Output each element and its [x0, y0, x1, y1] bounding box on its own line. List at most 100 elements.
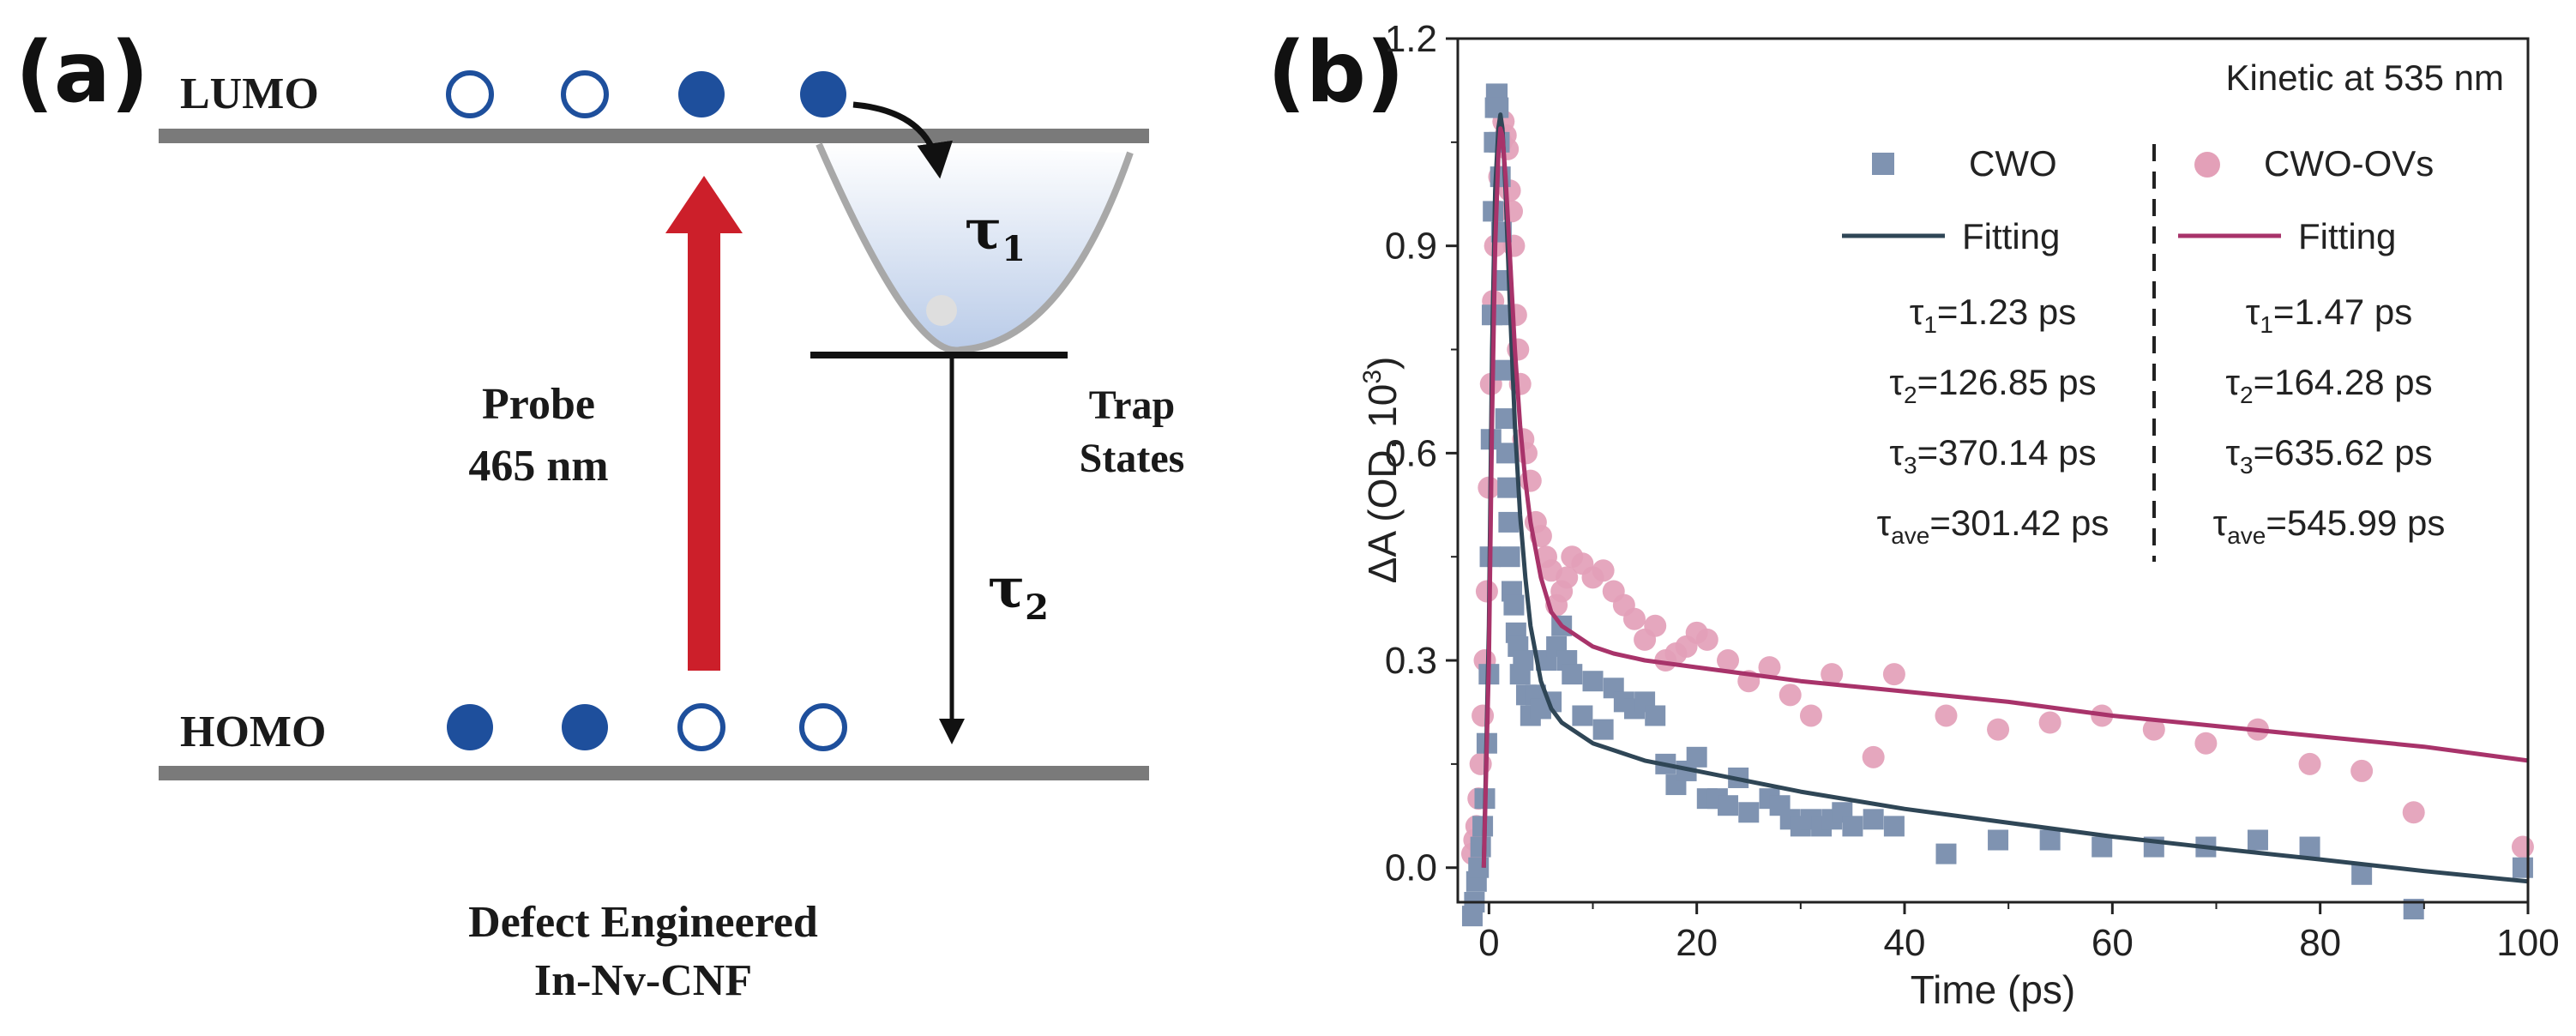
point-cwo [1718, 795, 1739, 816]
energy-diagram: (a) LUMO HOMO τ1 τ2 Trap States Probe [15, 24, 1184, 1005]
trap-level-line [810, 352, 1068, 358]
params-ov: τ1=1.47 ps τ2=164.28 ps τ3=635.62 ps τav… [2213, 292, 2446, 549]
point-cwo [1572, 705, 1593, 726]
point-cwo [1470, 836, 1491, 858]
x-axis-title: Time (ps) [1911, 967, 2076, 1012]
caption-line1: Defect Engineered [468, 898, 818, 947]
lumo-electron-2 [800, 71, 846, 117]
probe-arrow-head [665, 176, 743, 233]
point-cwo-ovs [1556, 566, 1579, 589]
plot-data [1460, 83, 2534, 927]
point-cwo [2039, 829, 2061, 851]
y-tick-label: 0.9 [1385, 226, 1437, 268]
point-cwo [1988, 829, 2009, 851]
lumo-band [159, 129, 1149, 143]
homo-label: HOMO [180, 708, 326, 756]
y-tick-label: 1.2 [1385, 18, 1437, 60]
point-cwo [1496, 443, 1517, 464]
point-cwo [1863, 809, 1884, 830]
homo-electron-1 [447, 704, 493, 750]
point-cwo-ovs [1592, 559, 1615, 582]
lumo-electron-1 [678, 71, 725, 117]
point-cwo [1499, 546, 1520, 568]
x-tick-label: 60 [2091, 922, 2134, 964]
point-cwo [1582, 671, 1604, 692]
legend-ov-fit-label: Fitting [2298, 216, 2396, 256]
point-cwo [2247, 829, 2268, 851]
point-cwo-ovs [1987, 718, 2010, 741]
probe-label-line2: 465 nm [468, 442, 608, 491]
trap-label-line2: States [1080, 436, 1185, 481]
point-cwo-ovs [1475, 580, 1498, 603]
point-cwo [1645, 705, 1666, 726]
panel-a-label: (a) [15, 24, 149, 122]
point-cwo-ovs [2142, 718, 2165, 741]
point-cwo-ovs [1644, 614, 1667, 637]
point-cwo [2351, 864, 2373, 885]
caption-line2: In-Nv-CNF [534, 956, 752, 1005]
legend-ov-marker [2194, 152, 2220, 178]
point-cwo-ovs [2298, 752, 2321, 775]
point-cwo-ovs [1862, 745, 1885, 768]
point-cwo [1497, 477, 1519, 498]
homo-hole-1 [677, 703, 725, 751]
point-cwo-ovs [2402, 801, 2425, 824]
plot-frame [1456, 37, 2530, 904]
x-tick-label: 20 [1676, 922, 1718, 964]
point-cwo [1592, 719, 1614, 740]
point-cwo-ovs [1758, 656, 1781, 679]
param-ov-tau2: τ2=164.28 ps [2225, 362, 2432, 408]
point-cwo-ovs [1472, 704, 1495, 727]
params-cwo: τ1=1.23 ps τ2=126.85 ps τ3=370.14 ps τav… [1877, 292, 2110, 549]
point-cwo [1513, 650, 1534, 672]
probe-arrow-shaft [688, 232, 720, 671]
lumo-hole-2 [561, 70, 609, 118]
point-cwo [1935, 843, 1957, 864]
homo-band [159, 766, 1149, 780]
kinetic-annotation: Kinetic at 535 nm [2225, 57, 2504, 98]
point-cwo-ovs [1882, 663, 1905, 686]
trapped-electron [926, 295, 957, 326]
point-cwo-ovs [1622, 607, 1646, 630]
probe-label-line1: Probe [482, 380, 595, 429]
point-cwo [1498, 511, 1520, 533]
point-cwo [2512, 857, 2533, 878]
y-axis-title: ΔA (OD, 103) [1358, 357, 1405, 584]
point-cwo-ovs [2511, 835, 2534, 858]
legend-ov-label: CWO-OVs [2264, 143, 2434, 184]
homo-hole-2 [799, 703, 847, 751]
x-tick-label: 40 [1884, 922, 1926, 964]
param-cwo-tau-ave: τave=301.42 ps [1877, 503, 2110, 549]
point-cwo [1738, 802, 1760, 823]
fit-line-cwo-ovs [1481, 126, 2529, 868]
tau1-label: τ1 [965, 198, 1026, 269]
lumo-hole-1 [446, 70, 494, 118]
y-tick-label: 0.0 [1385, 847, 1437, 889]
x-tick-label: 100 [2496, 922, 2559, 964]
point-cwo-ovs [2194, 732, 2218, 755]
point-cwo [1503, 594, 1525, 616]
point-cwo [1842, 816, 1863, 837]
legend-cwo-marker [1872, 153, 1894, 175]
point-cwo-ovs [1779, 684, 1802, 707]
kinetics-chart: (b) 0 20 40 60 80 100 0.0 0.3 0.6 0.9 1.2 Time (ps… [1267, 18, 2560, 1012]
point-cwo [2299, 836, 2320, 858]
legend-cwo-fit-label: Fitting [1962, 216, 2060, 256]
point-cwo-ovs [1935, 704, 1958, 727]
point-cwo [1686, 746, 1707, 768]
point-cwo-ovs [1695, 628, 1718, 651]
point-cwo [1562, 664, 1583, 685]
x-tick-label: 80 [2299, 922, 2341, 964]
homo-electron-2 [562, 704, 608, 750]
param-cwo-tau1: τ1=1.23 ps [1910, 292, 2076, 338]
point-cwo [1883, 816, 1905, 837]
param-ov-tau1: τ1=1.47 ps [2246, 292, 2412, 338]
point-cwo-ovs [1717, 649, 1740, 672]
point-cwo-ovs [2350, 759, 2374, 782]
param-cwo-tau2: τ2=126.85 ps [1889, 362, 2096, 408]
tau2-label: τ2 [988, 557, 1049, 628]
axis-ticks: 0 20 40 60 80 100 0.0 0.3 0.6 0.9 1.2 [1385, 18, 2560, 964]
y-tick-label: 0.3 [1385, 640, 1437, 682]
tau1-arrow [852, 101, 954, 179]
